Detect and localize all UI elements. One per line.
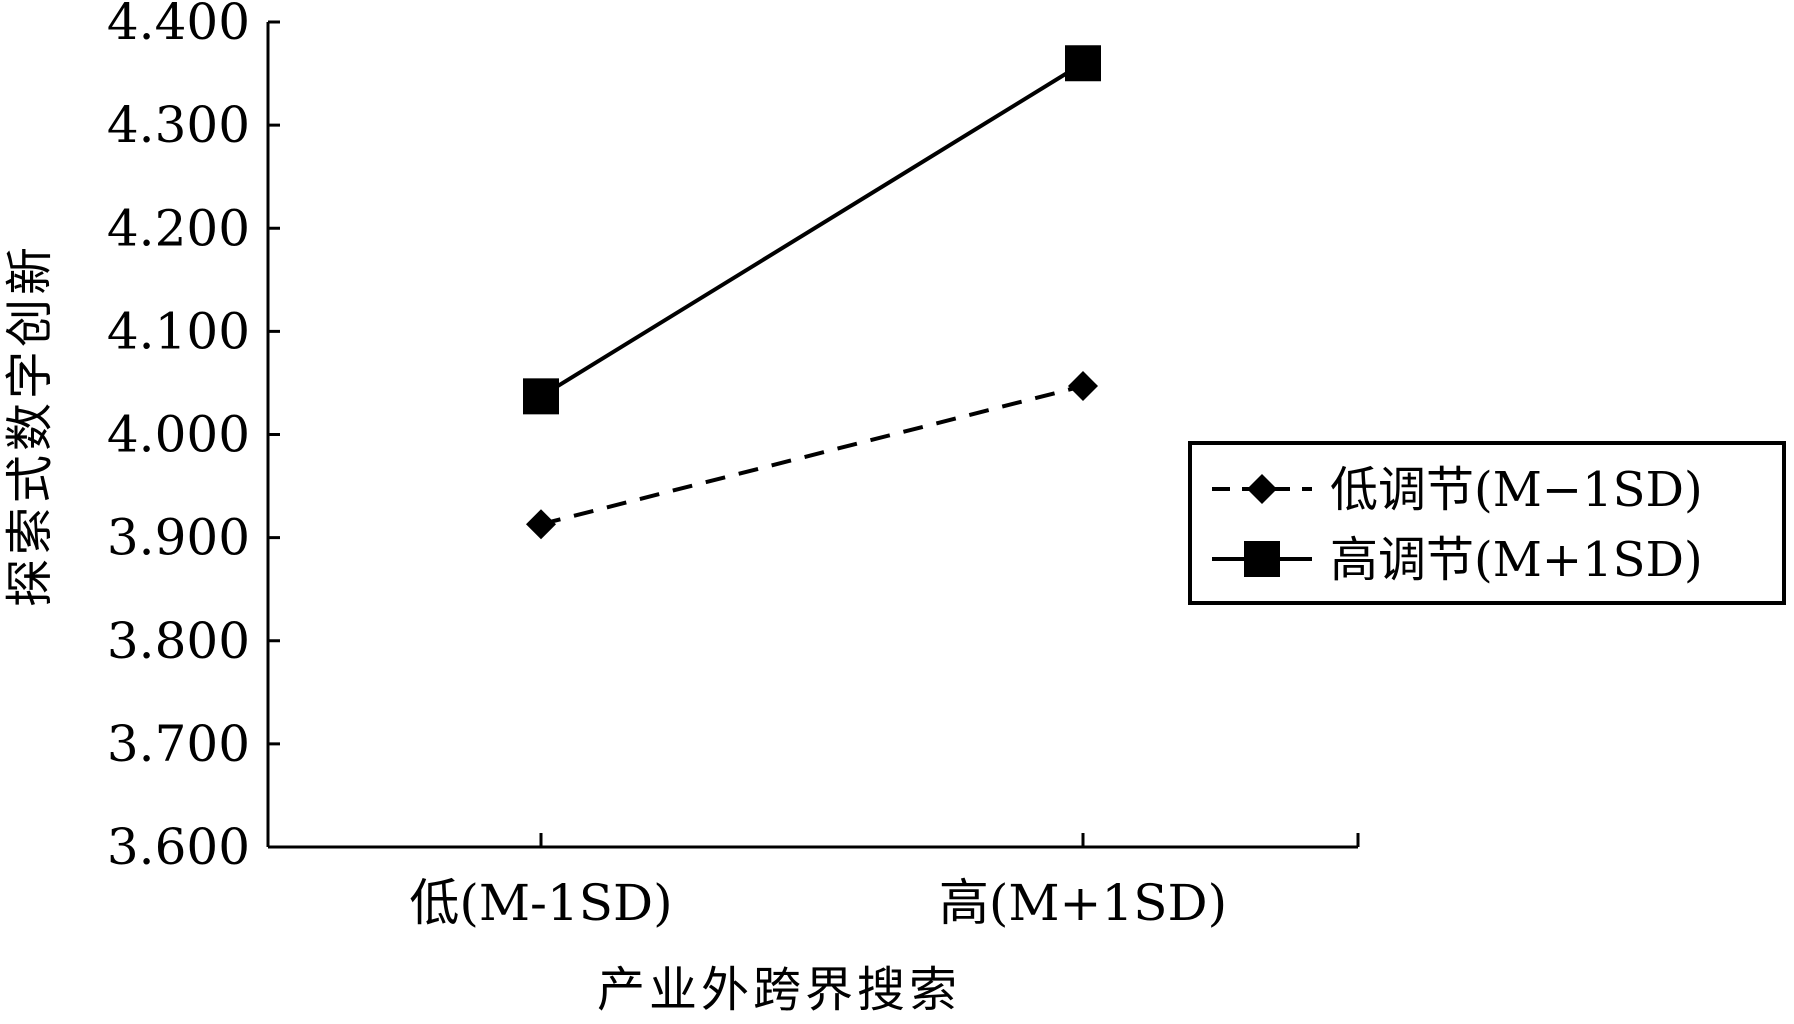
legend-label: 低调节(M−1SD) <box>1330 462 1703 518</box>
y-axis-title: 探索式数字创新 <box>2 243 58 607</box>
legend-box <box>1188 441 1786 605</box>
x-ticks: 低(M-1SD) 高(M+1SD) <box>409 833 1360 932</box>
y-tick-label: 3.800 <box>107 612 250 670</box>
y-tick-label: 4.100 <box>107 302 250 360</box>
axes <box>266 22 1358 849</box>
series-line <box>540 384 1084 527</box>
y-tick-label: 4.400 <box>107 0 250 51</box>
y-ticks: 3.600 3.700 3.800 3.900 4.000 4.100 4.200 4.300… <box>107 0 280 876</box>
y-tick-label: 3.700 <box>107 715 250 773</box>
legend: 低调节(M−1SD) 高调节(M+1SD) <box>1188 441 1786 605</box>
y-tick-label: 4.000 <box>107 406 250 464</box>
y-tick-label: 4.200 <box>107 199 250 257</box>
diamond-marker <box>526 509 556 540</box>
series-1 <box>526 371 1098 540</box>
series-layer <box>523 45 1101 540</box>
diamond-marker <box>1068 371 1098 402</box>
x-axis-title: 产业外跨界搜索 <box>597 962 961 1018</box>
legend-item: 低调节(M−1SD) <box>1212 462 1703 518</box>
square-marker <box>523 378 559 415</box>
series-2 <box>523 45 1101 415</box>
legend-square-marker <box>1244 541 1280 577</box>
legend-diamond-marker <box>1247 474 1277 504</box>
legend-label: 高调节(M+1SD) <box>1330 532 1703 588</box>
y-tick-label: 4.300 <box>107 96 250 154</box>
x-tick-label: 低(M-1SD) <box>409 874 672 932</box>
series-line <box>539 61 1085 399</box>
legend-items: 低调节(M−1SD) 高调节(M+1SD) <box>1212 462 1703 588</box>
square-marker <box>1065 45 1101 82</box>
x-tick-label: 高(M+1SD) <box>939 874 1227 932</box>
legend-item: 高调节(M+1SD) <box>1212 532 1703 588</box>
y-tick-label: 3.600 <box>107 818 250 876</box>
y-tick-label: 3.900 <box>107 509 250 567</box>
